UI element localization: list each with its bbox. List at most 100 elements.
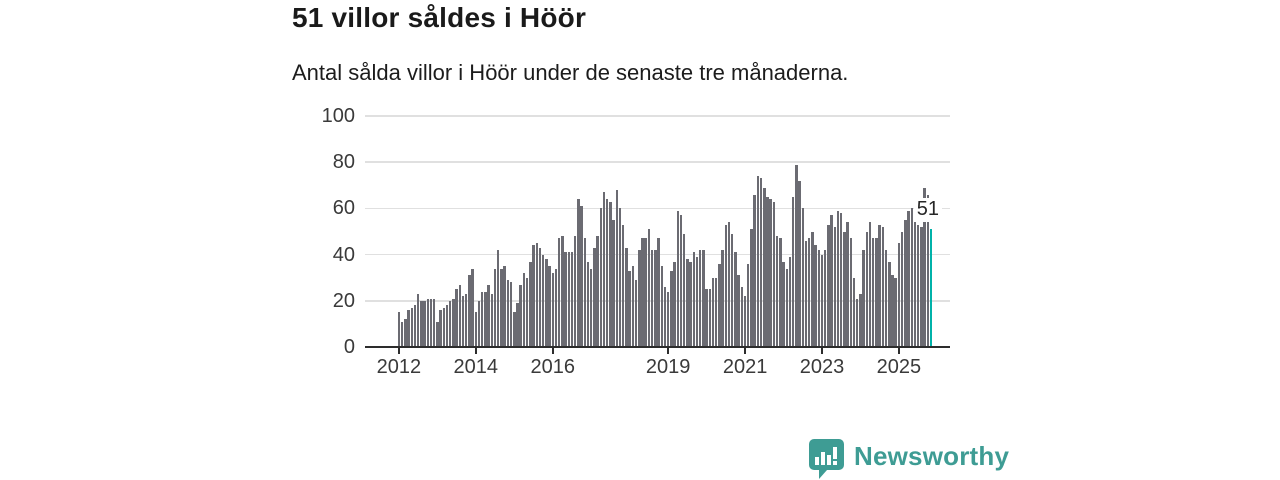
gridline-60 (365, 207, 950, 210)
bar (836, 210, 840, 347)
bar (490, 293, 494, 347)
bar (497, 250, 500, 347)
bar (436, 321, 439, 347)
bar (804, 240, 808, 347)
x-tick-label-2019: 2019 (645, 356, 691, 378)
y-tick-label-100: 100 (321, 105, 355, 127)
bar (535, 243, 538, 347)
bar (843, 231, 846, 347)
newsworthy-logo-text: Newsworthy (854, 440, 1010, 471)
x-tick-2021 (744, 348, 747, 354)
bar (852, 277, 856, 347)
bar (606, 199, 609, 347)
bar (775, 236, 779, 347)
bar (516, 303, 519, 347)
bar (888, 261, 891, 347)
bar (731, 233, 734, 347)
bar (644, 238, 647, 347)
bar (791, 196, 795, 347)
bar (907, 210, 910, 347)
bar (481, 291, 484, 347)
bar (602, 192, 606, 347)
bar (622, 224, 625, 347)
bar (432, 298, 436, 347)
bar (814, 245, 817, 347)
x-axis-line (365, 345, 950, 348)
bar (702, 250, 705, 347)
bar (856, 298, 859, 347)
x-tick-2019 (667, 348, 670, 354)
bar (910, 208, 913, 347)
bar (663, 286, 667, 347)
bar (839, 213, 843, 347)
bar (554, 268, 558, 347)
bar (474, 312, 478, 347)
bar (868, 222, 872, 347)
bar (884, 250, 888, 347)
bar (913, 222, 917, 347)
bar (676, 210, 679, 347)
bar (692, 252, 695, 347)
bar (599, 208, 603, 347)
bar (900, 231, 904, 347)
bar (609, 201, 612, 347)
bar (461, 296, 465, 347)
bar (920, 226, 923, 347)
bar (833, 226, 837, 347)
bar (625, 247, 628, 347)
highlight-value-annotation: 51 (913, 198, 942, 222)
bar (811, 231, 814, 347)
bar (904, 220, 907, 347)
bar (410, 307, 413, 347)
x-tick-2025 (897, 348, 900, 354)
bar (519, 284, 522, 347)
bar (503, 266, 506, 347)
bar (397, 312, 401, 347)
bar (548, 266, 551, 347)
x-tick-2014 (474, 348, 477, 354)
bar (638, 250, 641, 347)
bar (532, 245, 535, 347)
bar (926, 194, 929, 347)
bar (657, 238, 660, 347)
bar (545, 259, 548, 347)
bar (695, 256, 699, 347)
bar (423, 300, 426, 347)
bar (420, 300, 423, 347)
bar (400, 321, 404, 347)
bar (891, 275, 894, 347)
gridline-100 (365, 115, 950, 117)
bar (894, 277, 897, 347)
bar (772, 201, 776, 347)
bar (679, 215, 683, 347)
bar (865, 231, 869, 347)
bar (727, 222, 731, 347)
bar (673, 261, 676, 347)
chart-subtitle: Antal sålda villor i Höör under de senas… (292, 60, 849, 85)
bar (779, 238, 782, 347)
bar (830, 215, 833, 347)
bar (586, 261, 590, 347)
bar (817, 250, 820, 347)
bar (862, 250, 865, 347)
bar (670, 270, 673, 347)
bar (615, 189, 619, 347)
bar (763, 187, 766, 347)
bar (631, 266, 635, 347)
bar (718, 263, 721, 347)
bar (743, 296, 747, 347)
bar (820, 254, 824, 347)
bar (458, 284, 462, 347)
bar (769, 199, 772, 347)
bar (740, 286, 744, 347)
bar (715, 277, 718, 347)
bar (465, 293, 468, 347)
bar (452, 298, 455, 347)
bar (647, 229, 651, 347)
bar (897, 243, 901, 347)
bar (807, 238, 811, 347)
bar (500, 268, 503, 347)
bar (551, 273, 554, 347)
page-title: 51 villor såldes i Höör (292, 2, 587, 33)
bar (801, 208, 804, 347)
